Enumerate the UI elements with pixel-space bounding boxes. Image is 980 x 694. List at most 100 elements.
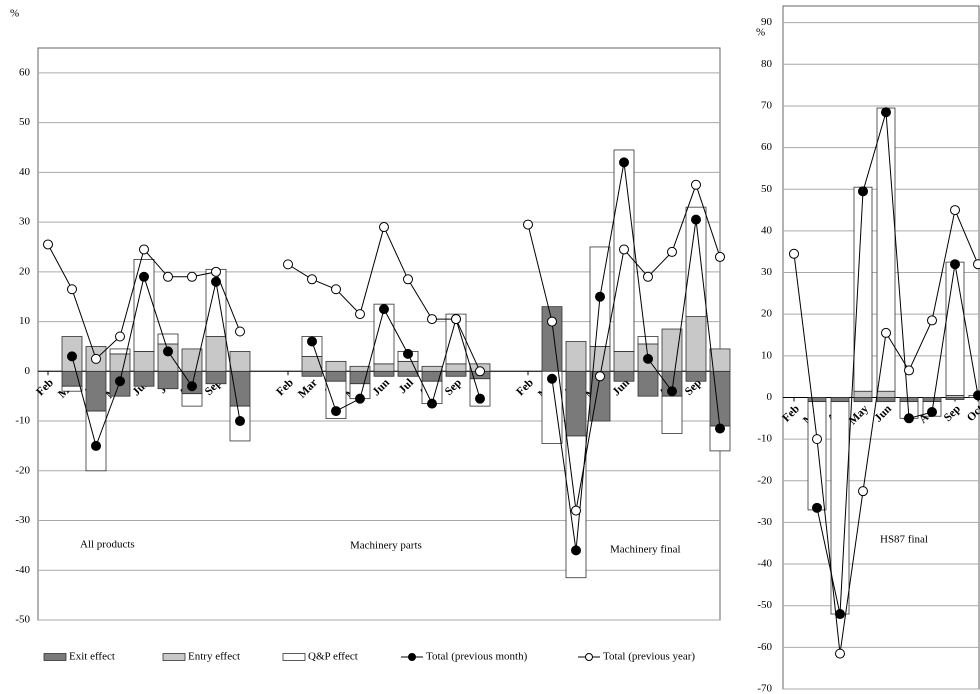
point xyxy=(858,486,868,497)
point xyxy=(235,416,245,427)
point xyxy=(667,246,677,257)
bar xyxy=(301,355,323,372)
bar xyxy=(661,395,683,434)
bar xyxy=(807,397,827,403)
point xyxy=(643,353,653,364)
bar xyxy=(685,206,707,317)
point xyxy=(139,244,149,255)
bar xyxy=(685,370,707,382)
bar xyxy=(421,365,443,372)
bar xyxy=(61,385,83,392)
y-tick-label: -40 xyxy=(757,558,772,570)
point xyxy=(427,398,437,409)
bar xyxy=(397,360,419,372)
bar xyxy=(876,107,896,392)
bar xyxy=(109,348,131,355)
legend-swatch xyxy=(43,653,67,661)
point xyxy=(619,157,629,168)
y-tick-label: -50 xyxy=(15,614,30,626)
point xyxy=(812,434,822,445)
y-tick-label: 60 xyxy=(19,66,31,78)
y-axis-label: % xyxy=(10,8,19,20)
point xyxy=(595,371,605,382)
legend-swatch xyxy=(282,653,306,661)
bar xyxy=(133,258,155,352)
point xyxy=(571,505,581,516)
point xyxy=(91,353,101,364)
y-tick-label: 50 xyxy=(761,183,773,195)
legend-label: Total (previous year) xyxy=(603,651,695,663)
y-tick-label: -20 xyxy=(15,464,30,476)
legend-label: Total (previous month) xyxy=(426,651,528,663)
bar xyxy=(637,370,659,397)
bar xyxy=(637,336,659,345)
point xyxy=(619,244,629,255)
x-tick-label: Feb xyxy=(514,377,536,399)
y-tick-label: -30 xyxy=(757,516,772,528)
bar xyxy=(325,360,347,372)
point xyxy=(691,179,701,190)
point xyxy=(427,314,437,325)
point xyxy=(523,219,533,230)
legend-marker xyxy=(408,653,416,661)
bar xyxy=(133,351,155,372)
bar xyxy=(830,397,850,403)
y-tick-label: 0 xyxy=(767,391,773,403)
y-tick-label: -20 xyxy=(757,474,772,486)
y-tick-label: -60 xyxy=(757,641,772,653)
y-tick-label: -70 xyxy=(757,683,772,694)
x-tick-label: Mar xyxy=(296,377,320,401)
point xyxy=(355,393,365,404)
bar xyxy=(373,363,395,372)
point xyxy=(43,239,53,250)
point xyxy=(595,291,605,302)
bar xyxy=(397,370,419,377)
y-tick-label: -50 xyxy=(757,599,772,611)
point xyxy=(211,266,221,277)
annotation: Machinery parts xyxy=(350,540,422,552)
y-tick-label: 20 xyxy=(761,308,773,320)
x-tick-label: Feb xyxy=(780,403,802,425)
point xyxy=(115,331,125,342)
point xyxy=(835,609,845,620)
bar xyxy=(325,380,347,419)
bar xyxy=(613,370,635,382)
point xyxy=(881,107,891,118)
point xyxy=(858,186,868,197)
point xyxy=(835,648,845,659)
bar xyxy=(373,370,395,377)
point xyxy=(547,373,557,384)
bar xyxy=(325,370,347,382)
legend-label: Exit effect xyxy=(69,651,115,663)
x-tick-label: Feb xyxy=(274,377,296,399)
point xyxy=(307,274,317,285)
legend-marker xyxy=(585,653,593,661)
point xyxy=(715,251,725,262)
point xyxy=(950,205,960,216)
point xyxy=(187,271,197,282)
point xyxy=(187,381,197,392)
point xyxy=(950,259,960,270)
bar xyxy=(922,397,942,403)
x-tick-label: Jul xyxy=(397,377,416,396)
bar xyxy=(469,378,491,407)
bar xyxy=(109,353,131,372)
point xyxy=(904,365,914,376)
bar xyxy=(301,370,323,377)
point xyxy=(927,407,937,418)
point xyxy=(475,393,485,404)
bar xyxy=(445,363,467,372)
y-axis-label: % xyxy=(756,27,765,39)
bar xyxy=(541,370,563,444)
point xyxy=(139,271,149,282)
point xyxy=(451,314,461,325)
x-tick-label: Jun xyxy=(370,376,392,398)
bar xyxy=(205,370,227,385)
bar xyxy=(229,351,251,372)
bar xyxy=(565,341,587,372)
bar xyxy=(205,336,227,372)
point xyxy=(379,304,389,315)
point xyxy=(235,326,245,337)
bar xyxy=(709,348,731,372)
point xyxy=(331,284,341,295)
